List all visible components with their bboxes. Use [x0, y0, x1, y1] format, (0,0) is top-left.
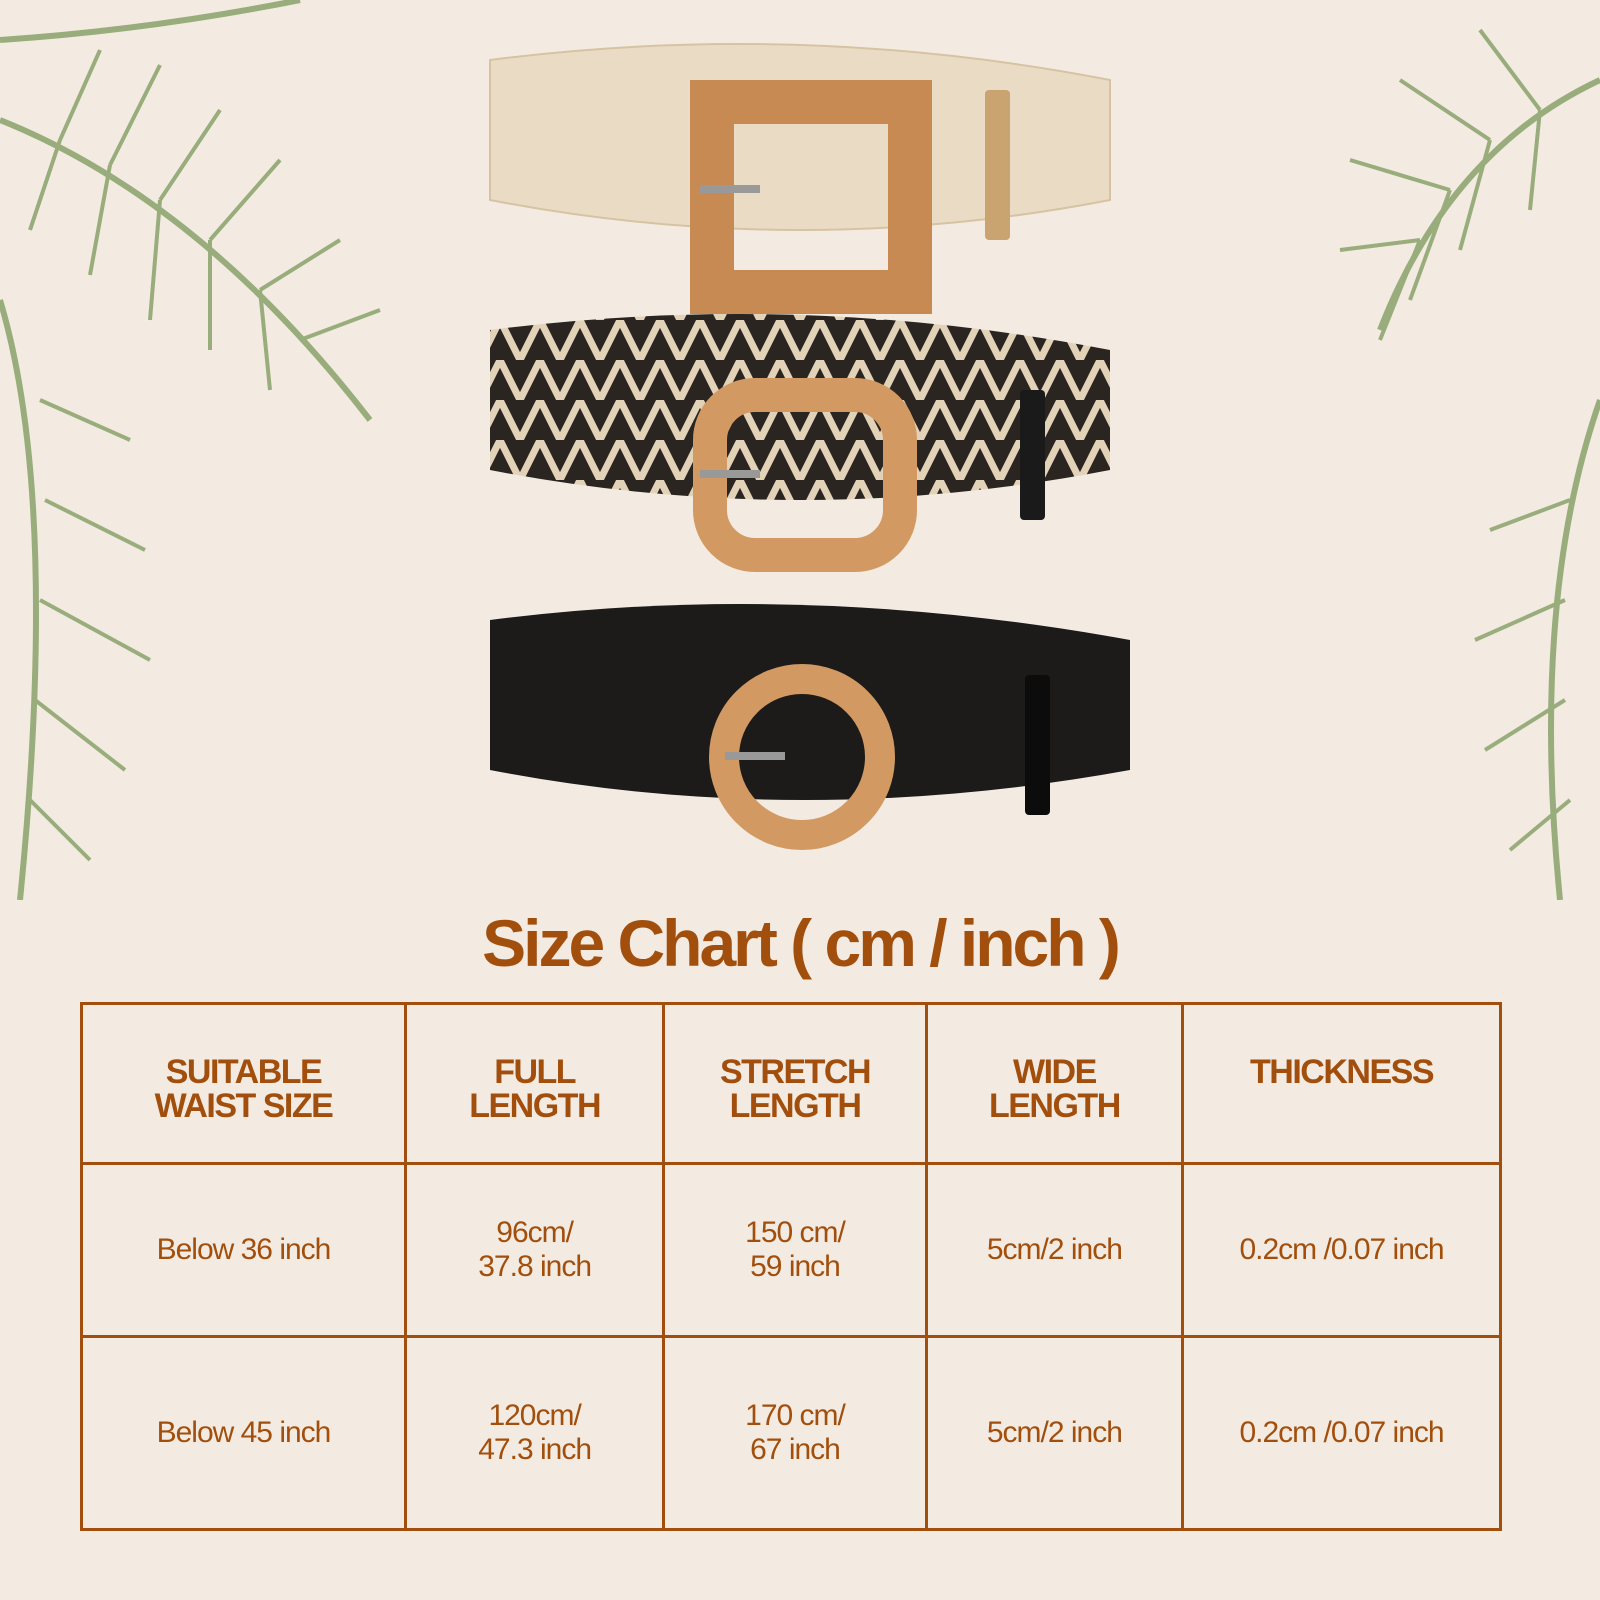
cell-stretch-length: 170 cm/ 67 inch	[662, 1335, 928, 1531]
palm-leaf-left	[0, 0, 381, 900]
header-thickness: THICKNESS	[1181, 1002, 1502, 1165]
cell-waist-size: Below 45 inch	[80, 1335, 407, 1531]
page-title: Size Chart ( cm / inch )	[482, 906, 1121, 980]
cell-thickness: 0.2cm /0.07 inch	[1181, 1335, 1502, 1531]
cell-full-length: 96cm/ 37.8 inch	[403, 1162, 666, 1338]
cell-wide-length: 5cm/2 inch	[924, 1335, 1185, 1531]
belt-black	[490, 604, 1130, 850]
cell-full-length: 120cm/ 47.3 inch	[403, 1335, 666, 1531]
table-row: Below 45 inch 120cm/ 47.3 inch 170 cm/ 6…	[80, 1335, 1502, 1531]
palm-leaf-right	[1339, 28, 1600, 900]
belt-beige	[489, 43, 1111, 314]
size-chart-table: SUITABLE WAIST SIZE FULL LENGTH STRETCH …	[80, 1002, 1502, 1531]
cell-waist-size: Below 36 inch	[80, 1162, 407, 1338]
product-illustration	[0, 0, 1600, 900]
table-row: Below 36 inch 96cm/ 37.8 inch 150 cm/ 59…	[80, 1162, 1502, 1338]
belt-zigzag	[490, 314, 1110, 572]
cell-wide-length: 5cm/2 inch	[924, 1162, 1185, 1338]
table-header-row: SUITABLE WAIST SIZE FULL LENGTH STRETCH …	[80, 1002, 1502, 1165]
header-waist-size: SUITABLE WAIST SIZE	[80, 1002, 407, 1165]
header-wide-length: WIDE LENGTH	[924, 1002, 1185, 1165]
cell-thickness: 0.2cm /0.07 inch	[1181, 1162, 1502, 1338]
cell-stretch-length: 150 cm/ 59 inch	[662, 1162, 928, 1338]
header-stretch-length: STRETCH LENGTH	[662, 1002, 928, 1165]
header-full-length: FULL LENGTH	[403, 1002, 666, 1165]
